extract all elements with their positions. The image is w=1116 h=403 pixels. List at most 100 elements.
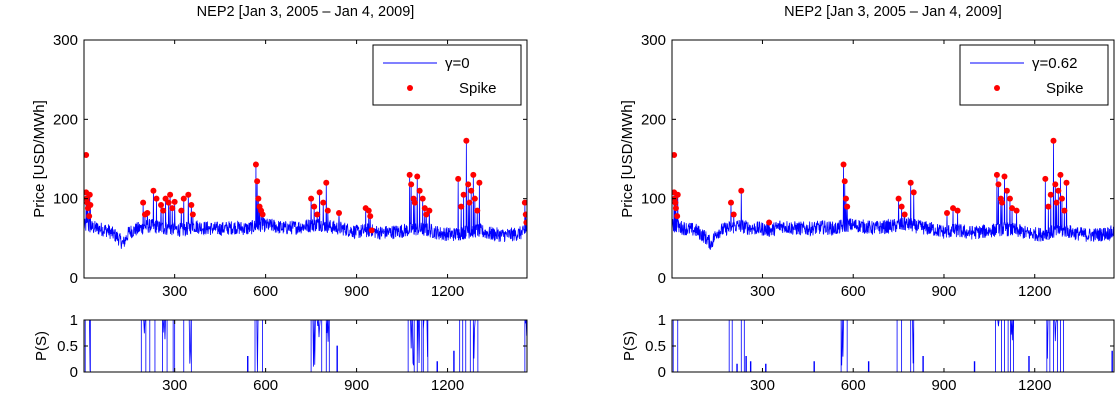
spike-marker — [171, 198, 178, 205]
spike-marker — [1058, 195, 1065, 202]
price-line — [84, 140, 527, 249]
spike-marker — [898, 203, 905, 210]
spike-marker — [1001, 173, 1008, 180]
x-tick-label: 1200 — [431, 283, 464, 300]
y-axis-label: Price [USD/MWh] — [619, 100, 636, 218]
x-tick-label: 600 — [841, 377, 866, 394]
y-tick-label: 0.5 — [645, 338, 666, 355]
legend-label: γ=0.62 — [1032, 55, 1077, 72]
spike-marker — [910, 189, 917, 196]
spike-marker — [178, 207, 185, 214]
spike-marker — [842, 195, 849, 202]
legend: γ=0 Spike — [372, 44, 522, 106]
spike-marker — [1055, 187, 1062, 194]
y-tick-label: 200 — [53, 111, 78, 128]
plot-area — [84, 320, 527, 372]
plot-area — [84, 137, 527, 249]
spike-marker — [255, 195, 262, 202]
spike-marker — [523, 219, 527, 226]
legend-marker-swatch — [407, 85, 413, 91]
x-tick-label: 600 — [253, 283, 278, 300]
spike-marker — [674, 213, 681, 220]
spike-marker — [411, 199, 418, 206]
legend-marker-swatch — [994, 85, 1000, 91]
spike-marker — [672, 205, 679, 212]
spike-marker — [160, 207, 167, 214]
spike-marker — [907, 179, 914, 186]
y-axis-label: P(S) — [33, 331, 50, 361]
spike-marker — [1057, 171, 1064, 178]
y-tick-label: 1 — [70, 312, 78, 329]
y-tick-label: 0 — [658, 364, 666, 381]
y-tick-label: 1 — [658, 312, 666, 329]
spike-marker — [316, 189, 323, 196]
spike-marker — [416, 187, 423, 194]
y-tick-label: 200 — [641, 111, 666, 128]
spike-marker — [86, 213, 93, 220]
y-tick-label: 0 — [658, 270, 666, 287]
y-tick-label: 0 — [70, 270, 78, 287]
spike-marker — [1006, 195, 1013, 202]
spike-marker — [460, 191, 467, 198]
spike-marker — [1052, 181, 1059, 188]
axes-box — [83, 39, 528, 279]
spike-marker — [766, 219, 773, 226]
spike-marker — [455, 175, 462, 182]
spike-marker — [259, 211, 266, 218]
y-tick-label: 0 — [70, 364, 78, 381]
chart-title: NEP2 [Jan 3, 2005 – Jan 4, 2009] — [784, 4, 1002, 20]
spike-marker — [465, 181, 472, 188]
spike-marker — [1050, 137, 1057, 144]
spike-marker — [406, 171, 413, 178]
y-tick-label: 0.5 — [57, 338, 78, 355]
spike-marker — [474, 207, 481, 214]
spike-marker — [844, 203, 851, 210]
spike-marker — [165, 199, 172, 206]
spike-marker — [466, 199, 473, 206]
spike-marker — [419, 195, 426, 202]
spike-marker — [727, 199, 734, 206]
legend-label: Spike — [459, 80, 497, 97]
spike-marker — [470, 171, 477, 178]
spike-marker — [314, 211, 321, 218]
spike-marker — [841, 178, 848, 185]
legend-box — [372, 44, 522, 106]
spike-marker — [1047, 191, 1054, 198]
spike-marker — [1003, 187, 1010, 194]
chart-3: 300 600 900 1200 0 100 200 300 NEP2 [Jan 3, 2005… — [619, 4, 1115, 300]
spike-marker — [144, 209, 151, 216]
legend-label: Spike — [1046, 80, 1084, 97]
spike-marker — [738, 187, 745, 194]
spike-marker — [522, 211, 527, 218]
spike-marker — [320, 199, 327, 206]
x-tick-label: 900 — [931, 377, 956, 394]
spike-marker — [252, 161, 259, 168]
chart-4: 300 600 900 1200 0 0.5 1 P(S) — [621, 312, 1115, 394]
axes-box — [671, 39, 1115, 279]
spike-marker — [336, 209, 343, 216]
spike-marker — [367, 213, 374, 220]
spike-marker — [308, 195, 315, 202]
y-axis-label: Price [USD/MWh] — [31, 100, 48, 218]
chart-title: NEP2 [Jan 3, 2005 – Jan 4, 2009] — [197, 4, 415, 20]
x-tick-label: 1200 — [1018, 283, 1051, 300]
y-tick-label: 100 — [53, 191, 78, 208]
y-tick-label: 300 — [641, 32, 666, 49]
spike-marker — [421, 205, 428, 212]
spike-marker — [408, 181, 415, 188]
spike-marker — [87, 202, 94, 209]
x-tick-label: 1200 — [431, 377, 464, 394]
spike-marker — [471, 195, 478, 202]
spike-marker — [158, 202, 165, 209]
spike-marker — [901, 211, 908, 218]
x-tick-label: 900 — [344, 283, 369, 300]
x-tick-label: 1200 — [1018, 377, 1051, 394]
spike-marker — [999, 199, 1006, 206]
spike-marker — [521, 199, 527, 206]
x-tick-label: 300 — [162, 283, 187, 300]
spike-marker — [463, 137, 470, 144]
plot-area — [672, 137, 1114, 250]
spike-marker — [84, 152, 90, 159]
spike-marker — [188, 202, 195, 209]
spike-marker — [476, 179, 483, 186]
